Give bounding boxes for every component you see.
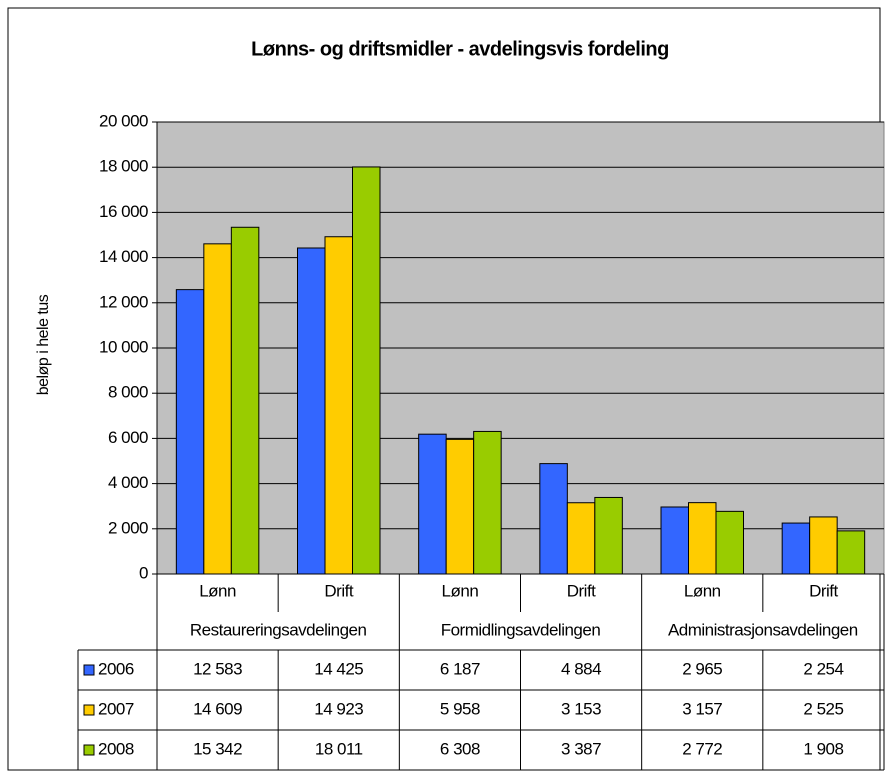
table-value: 18 011 [315, 739, 363, 758]
bar [594, 496, 623, 575]
y-tick-label: 10 000 [99, 337, 148, 356]
table-value: 14 923 [314, 699, 363, 718]
x-group-label: Restaureringsavdelingen [190, 620, 367, 639]
x-tick-label: Lønn [442, 581, 479, 600]
y-axis-label: beløp i hele tus [35, 294, 52, 395]
table-value: 14 425 [314, 659, 363, 678]
bar [445, 438, 475, 575]
legend-swatch [83, 704, 95, 716]
table-value: 2 525 [803, 699, 843, 718]
table-value: 4 884 [561, 659, 601, 678]
table-value: 14 609 [193, 699, 242, 718]
table-value: 5 958 [440, 699, 480, 718]
y-tick-label: 16 000 [99, 202, 148, 221]
y-tick-label: 4 000 [108, 473, 148, 492]
table-value: 3 387 [561, 739, 601, 758]
y-tick-label: 0 [139, 563, 148, 582]
bar [688, 502, 717, 575]
bar [660, 506, 689, 575]
y-tick-label: 12 000 [99, 292, 148, 311]
table-value: 15 342 [193, 739, 242, 758]
bar [566, 502, 596, 575]
x-group-label: Administrasjonsavdelingen [668, 620, 858, 639]
bar [175, 289, 205, 575]
y-tick-label: 6 000 [108, 428, 148, 447]
y-tick-label: 20 000 [99, 111, 148, 130]
table-value: 3 153 [561, 699, 601, 718]
y-tick-label: 2 000 [108, 518, 148, 537]
bar [324, 236, 353, 575]
table-value: 3 157 [682, 699, 722, 718]
table-value: 1 908 [803, 739, 843, 758]
bar [352, 166, 381, 575]
bar [781, 522, 811, 575]
y-tick-label: 18 000 [99, 157, 148, 176]
bar [809, 516, 838, 575]
x-tick-label: Lønn [684, 581, 721, 600]
bar [539, 463, 568, 575]
x-tick-label: Drift [809, 581, 838, 600]
table-value: 2 254 [803, 659, 843, 678]
bar [297, 247, 326, 575]
bar [473, 430, 502, 575]
bar [418, 433, 447, 575]
bar [230, 226, 260, 575]
legend-label: 2008 [98, 739, 134, 758]
x-tick-label: Drift [324, 581, 353, 600]
table-value: 12 583 [193, 659, 242, 678]
bar [715, 510, 744, 575]
bar [203, 243, 232, 575]
table-value: 6 187 [440, 659, 480, 678]
legend-label: 2007 [98, 699, 134, 718]
table-value: 2 965 [682, 659, 722, 678]
bar [836, 530, 866, 575]
x-tick-label: Lønn [199, 581, 236, 600]
table-value: 6 308 [440, 739, 480, 758]
x-group-label: Formidlingsavdelingen [441, 620, 601, 639]
y-tick-label: 14 000 [99, 247, 148, 266]
y-tick-label: 8 000 [108, 383, 148, 402]
chart-title: Lønns- og driftsmidler - avdelingsvis fo… [251, 38, 669, 60]
legend-label: 2006 [98, 659, 134, 678]
legend-swatch [83, 744, 95, 756]
table-value: 2 772 [682, 739, 722, 758]
legend-swatch [83, 664, 95, 676]
x-tick-label: Drift [567, 581, 596, 600]
